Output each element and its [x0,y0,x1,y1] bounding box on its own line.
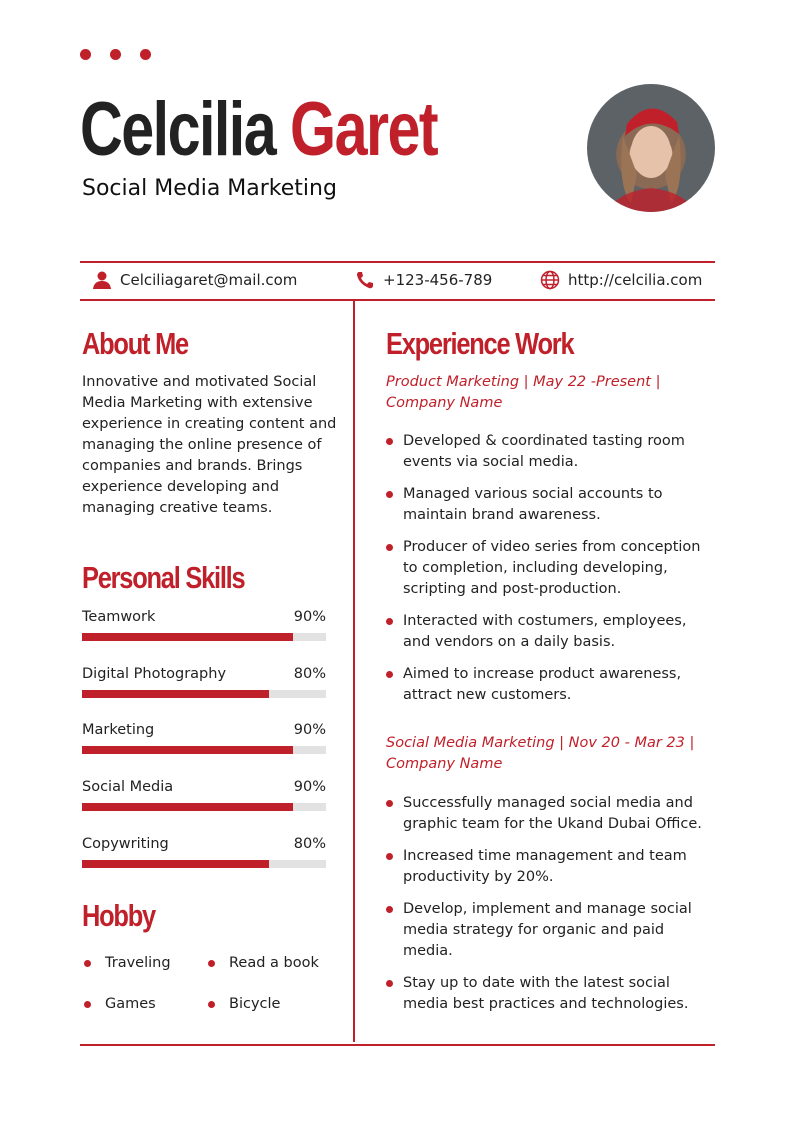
hobby-label: Traveling [105,955,171,971]
job-bullet: Successfully managed social media and gr… [386,793,716,835]
bullet-icon [386,438,393,445]
job-bullets: Successfully managed social media and gr… [386,793,716,1026]
bullet-text: Interacted with costumers, employees, an… [403,613,687,650]
skill-bar [82,633,326,641]
hobby-item: Games [84,996,156,1012]
email-text: Celciliagaret@mail.com [120,271,298,289]
skill-bar [82,803,326,812]
skill-label: Digital Photography [82,665,227,682]
skill-bar-fill [82,803,293,812]
full-name: Celcilia Garet [80,92,439,168]
job-heading: Product Marketing | May 22 -Present | Co… [386,374,661,411]
bullet-icon [386,618,393,625]
job-bullet: Managed various social accounts to maint… [386,484,716,526]
about-title: About Me [82,326,189,361]
phone-icon [357,272,373,289]
column-divider [353,300,355,1042]
skill-bar-fill [82,859,270,868]
hobby-item: Traveling [84,955,171,971]
job-bullet: Aimed to increase product awareness, att… [386,664,716,706]
skill-bar [82,859,326,868]
bullet-icon [386,906,393,913]
job-bullet: Developed & coordinated tasting room eve… [386,431,716,473]
bullet-text: Aimed to increase product awareness, att… [403,666,682,703]
hobby-label: Games [105,996,156,1012]
hobby-item: Read a book [208,955,319,971]
skills-title: Personal Skills [82,560,246,595]
bullet-icon [386,491,393,498]
skill-label: Teamwork [82,609,156,625]
bullet-icon [208,959,215,967]
decor-dot [80,49,91,60]
job-bullets: Developed & coordinated tasting room eve… [386,431,716,717]
bullet-icon [386,800,393,807]
bullet-icon [386,671,393,678]
bullet-icon [84,959,91,967]
bullet-icon [386,853,393,860]
bullet-icon [84,1000,91,1008]
profile-photo [587,84,715,212]
bullet-text: Develop, implement and manage social med… [403,901,692,959]
skill-percent: 90% [293,609,326,625]
bullet-icon [208,1000,215,1008]
decor-dot [140,49,151,60]
skill-bar [82,689,326,698]
skill-bar-fill [82,689,270,698]
skill-label: Marketing [82,722,155,739]
experience-title: Experience Work [386,326,575,361]
job-heading: Social Media Marketing | Nov 20 - Mar 23… [386,735,695,772]
skill-bar-fill [82,633,293,641]
first-name: Celcilia [80,87,277,172]
skill-item: Marketing 90% [82,722,326,755]
bullet-icon [386,980,393,987]
contact-phone[interactable]: +123-456-789 [355,270,492,290]
last-name: Garet [290,87,439,172]
bullet-text: Developed & coordinated tasting room eve… [403,433,685,470]
hobby-label: Read a book [229,955,319,971]
skill-percent: 90% [293,779,326,796]
skill-label: Copywriting [82,835,169,852]
job-bullet: Stay up to date with the latest social m… [386,973,716,1015]
bullet-text: Successfully managed social media and gr… [403,795,702,832]
about-text: Innovative and motivated Social Media Ma… [82,374,337,516]
contact-website[interactable]: http://celcilia.com [540,270,702,290]
phone-text: +123-456-789 [383,271,493,289]
job-bullet: Interacted with costumers, employees, an… [386,611,716,653]
skill-bar-fill [82,746,293,755]
job-role: Social Media Marketing [82,176,337,201]
hobby-item: Bicycle [208,996,280,1012]
divider [80,261,715,263]
website-text: http://celcilia.com [568,271,703,289]
bullet-text: Managed various social accounts to maint… [403,486,663,523]
user-icon [93,271,111,289]
skill-item: Social Media 90% [82,779,326,812]
divider [80,1044,715,1046]
skill-percent: 90% [293,722,326,739]
skill-label: Social Media [82,779,174,796]
skill-item: Digital Photography 80% [82,666,326,698]
skill-bar [82,746,326,755]
skill-percent: 80% [293,665,326,682]
bullet-text: Producer of video series from conception… [403,539,701,597]
skill-item: Copywriting 80% [82,836,326,868]
hobby-label: Bicycle [229,996,281,1012]
decor-dot [110,49,121,60]
job-bullet: Develop, implement and manage social med… [386,899,716,962]
bullet-text: Stay up to date with the latest social m… [403,975,689,1012]
contact-email[interactable]: Celciliagaret@mail.com [92,270,297,290]
divider [80,299,715,301]
bullet-text: Increased time management and team produ… [403,848,687,885]
globe-icon [540,270,560,290]
hobby-title: Hobby [82,898,156,933]
job-bullet: Producer of video series from conception… [386,537,716,600]
skill-percent: 80% [293,835,326,852]
skill-item: Teamwork 90% [82,609,326,641]
bullet-icon [386,544,393,551]
job-bullet: Increased time management and team produ… [386,846,716,888]
